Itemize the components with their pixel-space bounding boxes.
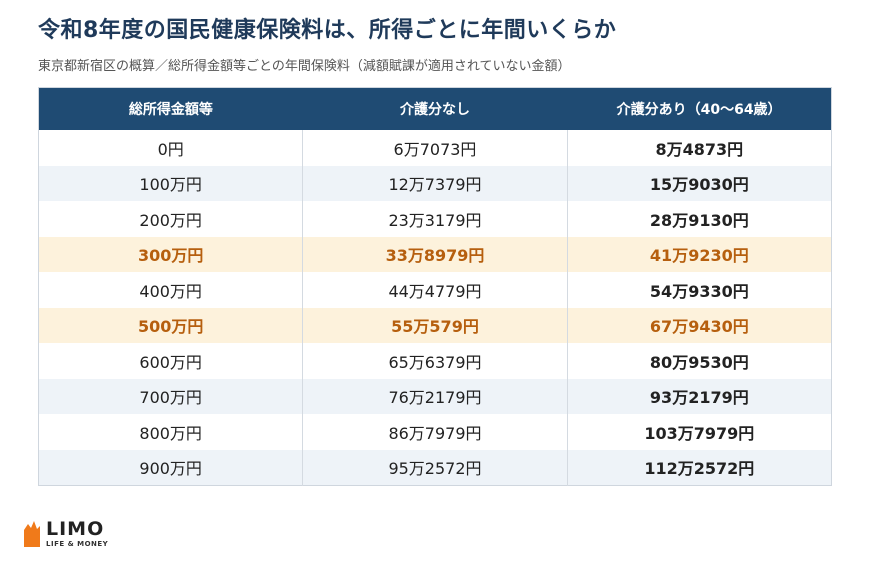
table-row: 900万円 95万2572円 112万2572円: [38, 449, 832, 486]
cell-income: 300万円: [38, 236, 303, 272]
table-header-row: 総所得金額等 介護分なし 介護分あり（40〜64歳）: [38, 87, 832, 130]
table-row: 100万円 12万7379円 15万9030円: [38, 165, 832, 201]
column-header-with-care: 介護分あり（40〜64歳）: [567, 87, 832, 130]
page-subtitle: 東京都新宿区の概算／総所得金額等ごとの年間保険料（減額賦課が適用されていない金額…: [38, 59, 571, 74]
cell-with-care: 67万9430円: [566, 307, 832, 343]
table-row: 800万円 86万7979円 103万7979円: [39, 414, 832, 450]
cell-without-care: 65万6379円: [302, 343, 568, 379]
cell-with-care: 112万2572円: [566, 449, 832, 486]
table-row: 300万円 33万8979円 41万9230円: [38, 236, 832, 272]
cell-income: 500万円: [38, 307, 303, 343]
premium-table: 総所得金額等 介護分なし 介護分あり（40〜64歳） 0円 6万7073円 8万48…: [38, 87, 832, 486]
cell-with-care: 54万9330円: [566, 272, 832, 308]
table-body: 0円 6万7073円 8万4873円 100万円 12万7379円 15万9030円 200…: [38, 130, 832, 486]
cell-income: 600万円: [139, 352, 202, 372]
cell-with-care: 28万9130円: [566, 201, 832, 237]
logo-tagline: LIFE & MONEY: [46, 540, 109, 548]
cell-without-care: 12万7379円: [302, 165, 568, 201]
cell-income: 400万円: [139, 281, 202, 301]
table-row: 600万円 65万6379円 80万9530円: [39, 343, 832, 379]
cell-without-care: 23万3179円: [302, 201, 568, 237]
cell-with-care: 8万4873円: [566, 130, 832, 166]
cell-without-care: 86万7979円: [302, 414, 568, 450]
cell-without-care: 95万2572円: [302, 449, 568, 486]
cell-income: 0円: [157, 139, 184, 159]
cell-with-care: 80万9530円: [566, 343, 832, 379]
cell-without-care: 33万8979円: [302, 236, 568, 272]
cell-income: 800万円: [139, 423, 202, 443]
logo-name: LIMO: [46, 518, 105, 540]
cell-with-care: 15万9030円: [566, 165, 832, 201]
cell-with-care: 41万9230円: [566, 236, 832, 272]
column-header-income: 総所得金額等: [38, 87, 303, 130]
page-title: 令和8年度の国民健康保険料は、所得ごとに年間いくらか: [38, 18, 617, 43]
cell-income: 200万円: [139, 210, 202, 230]
cell-income: 900万円: [38, 449, 303, 486]
column-header-without-care: 介護分なし: [302, 87, 568, 130]
cell-income: 700万円: [38, 378, 303, 414]
cell-income: 100万円: [38, 165, 303, 201]
cell-with-care: 103万7979円: [566, 414, 832, 450]
cell-without-care: 76万2179円: [302, 378, 568, 414]
table-row: 200万円 23万3179円 28万9130円: [39, 201, 832, 237]
table-row: 0円 6万7073円 8万4873円: [39, 130, 832, 166]
cell-without-care: 55万579円: [302, 307, 568, 343]
table-row: 400万円 44万4779円 54万9330円: [39, 272, 832, 308]
cell-without-care: 6万7073円: [302, 130, 568, 166]
limo-logo: LIMO LIFE & MONEY: [22, 518, 142, 552]
limo-logo-icon: [24, 521, 40, 547]
table-row: 500万円 55万579円 67万9430円: [38, 307, 832, 343]
table-row: 700万円 76万2179円 93万2179円: [38, 378, 832, 414]
cell-with-care: 93万2179円: [566, 378, 832, 414]
cell-without-care: 44万4779円: [302, 272, 568, 308]
